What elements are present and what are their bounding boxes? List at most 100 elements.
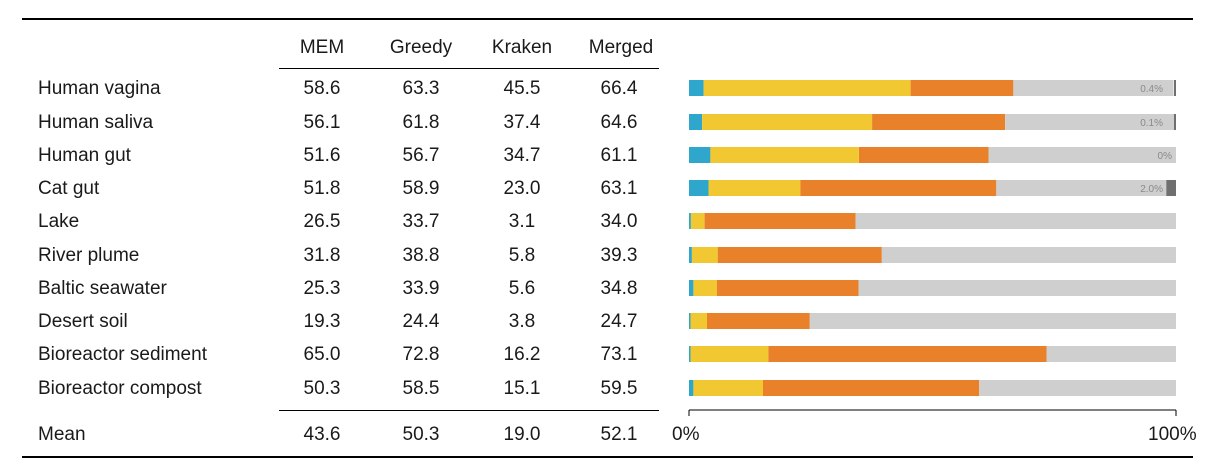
bar-yellow [708, 180, 801, 196]
row-label: Baltic seawater [38, 278, 167, 299]
bar-orange [707, 313, 810, 329]
bar-grey [988, 147, 1176, 163]
cell-greedy: 63.3 [402, 78, 440, 99]
axis-tick-max: 100% [1148, 424, 1197, 445]
cell-kraken: 3.8 [508, 311, 536, 332]
cell-greedy: 56.7 [402, 145, 440, 166]
mean-kraken: 19.0 [503, 424, 541, 445]
bar-yellow [710, 147, 859, 163]
cell-merged: 66.4 [600, 78, 638, 99]
cell-greedy: 58.5 [402, 378, 440, 399]
row-label: Human vagina [38, 78, 161, 99]
bar-yellow [690, 346, 769, 362]
mean-mem: 43.6 [303, 424, 341, 445]
bar-grey [809, 313, 1176, 329]
cell-greedy: 72.8 [402, 344, 440, 365]
row-label: Human gut [38, 145, 131, 166]
bar-blue [689, 346, 691, 362]
cell-kraken: 3.1 [508, 211, 536, 232]
axis-tick-min: 0% [672, 424, 700, 445]
cell-kraken: 16.2 [503, 344, 541, 365]
bar-blue [689, 280, 694, 296]
bar-blue [689, 247, 692, 263]
bar-grey [881, 247, 1176, 263]
cell-merged: 59.5 [600, 378, 638, 399]
cell-merged: 34.8 [600, 278, 638, 299]
bar-blue [689, 80, 704, 96]
row-label: Bioreactor compost [38, 378, 202, 399]
cell-mem: 56.1 [303, 112, 341, 133]
header-merged: Merged [588, 37, 654, 58]
cell-kraken: 5.8 [508, 245, 536, 266]
header-mem: MEM [299, 37, 345, 58]
bar-orange [717, 247, 882, 263]
cell-merged: 63.1 [600, 178, 638, 199]
bar-blue [689, 313, 691, 329]
bar-annotation: 2.0% [1140, 184, 1163, 195]
cell-greedy: 33.7 [402, 211, 440, 232]
bar-blue [689, 180, 709, 196]
cell-kraken: 23.0 [503, 178, 541, 199]
bar-grey [996, 180, 1167, 196]
cell-merged: 61.1 [600, 145, 638, 166]
cell-mem: 51.6 [303, 145, 341, 166]
bar-yellow [691, 247, 718, 263]
bar-yellow [690, 313, 708, 329]
bar-yellow [702, 114, 873, 130]
bar-orange [800, 180, 997, 196]
bar-grey [1046, 346, 1176, 362]
bar-blue [689, 147, 711, 163]
cell-mem: 65.0 [303, 344, 341, 365]
row-label: River plume [38, 245, 140, 266]
bar-orange [716, 280, 859, 296]
bar-annotation: 0% [1158, 151, 1173, 162]
top-rule [22, 18, 1193, 20]
mean-rule [279, 410, 659, 411]
header-kraken: Kraken [491, 37, 553, 58]
bar-blue [689, 114, 703, 130]
cell-mem: 31.8 [303, 245, 341, 266]
row-label: Cat gut [38, 178, 100, 199]
bar-blue [689, 213, 691, 229]
bar-blue [689, 380, 694, 396]
cell-mem: 25.3 [303, 278, 341, 299]
cell-greedy: 58.9 [402, 178, 440, 199]
cell-kraken: 15.1 [503, 378, 541, 399]
bar-yellow [703, 80, 911, 96]
cell-greedy: 24.4 [402, 311, 440, 332]
bar-orange [859, 147, 989, 163]
bar-annotation: 0.1% [1140, 118, 1163, 129]
row-label: Human saliva [38, 112, 154, 133]
cell-kraken: 37.4 [503, 112, 541, 133]
row-label: Bioreactor sediment [38, 344, 207, 365]
bottom-rule [22, 456, 1193, 458]
cell-merged: 34.0 [600, 211, 638, 232]
cell-greedy: 61.8 [402, 112, 440, 133]
cell-greedy: 38.8 [402, 245, 440, 266]
cell-mem: 58.6 [303, 78, 341, 99]
bar-yellow [693, 280, 717, 296]
bar-grey [858, 280, 1176, 296]
cell-merged: 24.7 [600, 311, 638, 332]
bar-grey [855, 213, 1176, 229]
mean-merged: 52.1 [600, 424, 638, 445]
cell-mem: 50.3 [303, 378, 341, 399]
cell-kraken: 45.5 [503, 78, 541, 99]
bar-annotation: 0.4% [1140, 84, 1163, 95]
cell-kraken: 34.7 [503, 145, 541, 166]
bar-yellow [693, 380, 763, 396]
header-greedy: Greedy [389, 37, 453, 58]
cell-mem: 26.5 [303, 211, 341, 232]
row-label: Lake [38, 211, 80, 232]
bar-darkgrey [1174, 114, 1176, 130]
mean-label: Mean [38, 424, 86, 445]
bar-grey [979, 380, 1176, 396]
cell-greedy: 33.9 [402, 278, 440, 299]
bar-orange [872, 114, 1006, 130]
bar-darkgrey [1166, 180, 1176, 196]
bar-darkgrey [1174, 80, 1176, 96]
bar-orange [910, 80, 1014, 96]
cell-kraken: 5.6 [508, 278, 536, 299]
